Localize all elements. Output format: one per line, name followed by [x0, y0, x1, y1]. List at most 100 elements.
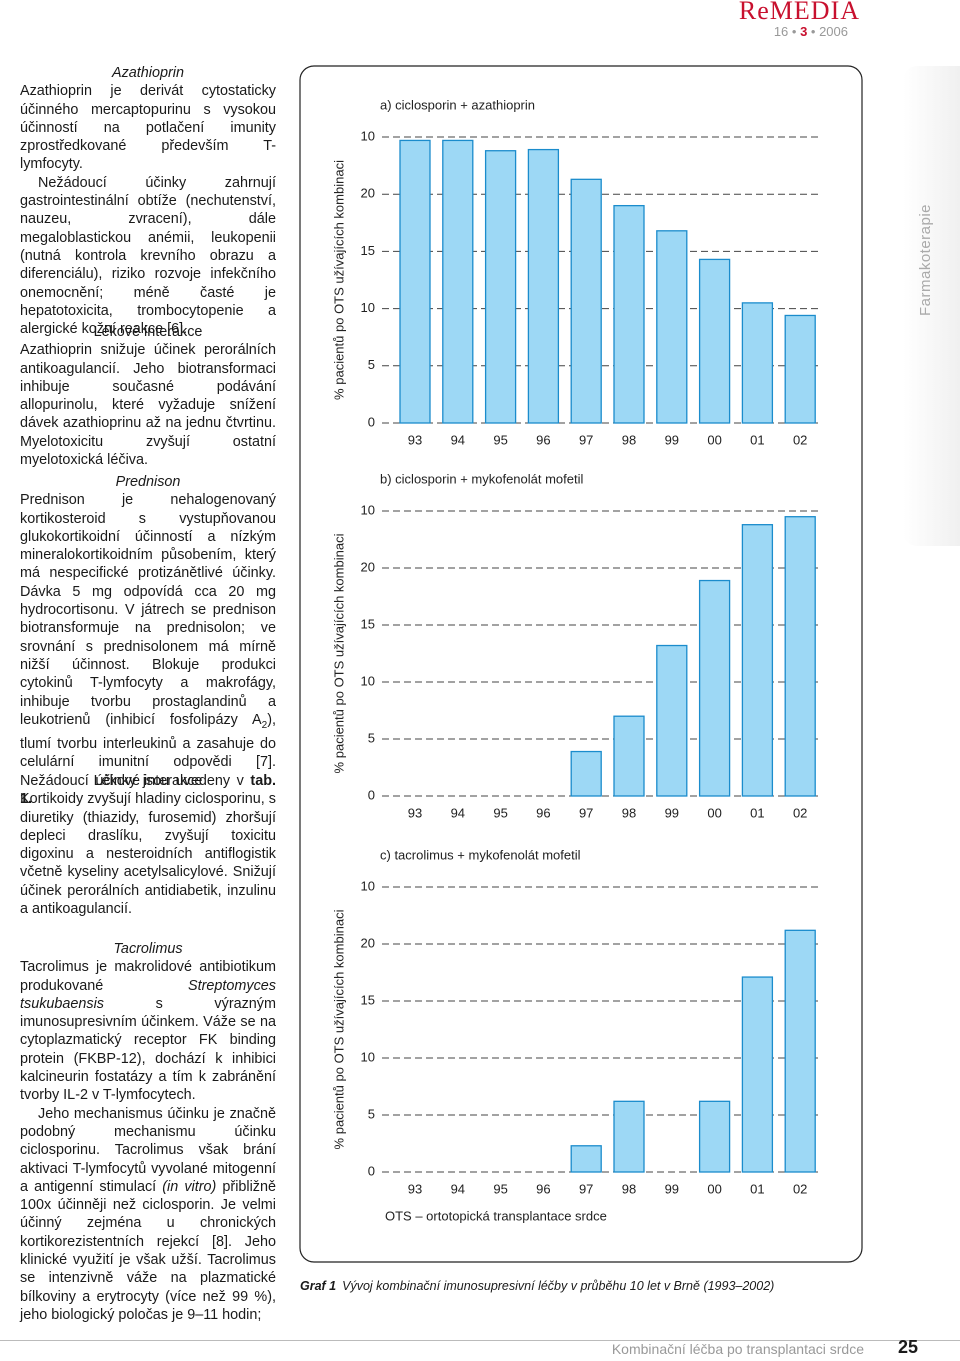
- y-tick-label: 10: [361, 878, 375, 893]
- bar: [784, 314, 816, 424]
- text-run: Azathioprin je derivát cytostaticky účin…: [20, 83, 276, 173]
- text-run: přibližně 100x účinněji než ciclosporin.…: [20, 1178, 276, 1323]
- section-heading: Lékové interakce: [93, 324, 203, 340]
- issue: 16 • 3 • 2006: [774, 24, 848, 39]
- y-tick-label: 20: [361, 186, 375, 201]
- text-run: ), tlumí tvorbu interleukinů a zasahuje …: [20, 711, 276, 789]
- x-tick-label: 01: [750, 432, 764, 447]
- bar: [698, 579, 731, 797]
- x-tick-label: 93: [408, 805, 422, 820]
- text-run: Nežádoucí účinky zahrnují gastrointestin…: [20, 174, 276, 338]
- x-tick-label: 00: [707, 1181, 721, 1196]
- x-tick-label: 99: [665, 432, 679, 447]
- bar: [613, 1100, 645, 1173]
- caption-text: Vývoj kombinační imunosupresivní léčby v…: [342, 1279, 775, 1293]
- section: Azathioprin Azathioprin je derivát cytost…: [20, 64, 276, 338]
- x-tick-label: 93: [408, 432, 422, 447]
- x-tick-label: 98: [622, 1181, 636, 1196]
- x-tick-label: 00: [707, 432, 721, 447]
- paragraph: Nežádoucí účinky zahrnují gastrointestin…: [20, 174, 276, 339]
- x-tick-label: 96: [536, 805, 550, 820]
- y-tick-label: 15: [361, 992, 375, 1007]
- y-tick-label: 10: [361, 673, 375, 688]
- x-tick-label: 93: [408, 1181, 422, 1196]
- bar: [570, 750, 602, 797]
- text-run: Azathioprin snižuje účinek perorálních a…: [20, 342, 276, 469]
- paragraph: Jeho mechanismus účinku je značně podobn…: [20, 1105, 276, 1325]
- y-tick-label: 5: [368, 357, 375, 372]
- bar: [741, 524, 774, 797]
- caption-label: Graf 1: [300, 1279, 337, 1293]
- bar: [784, 516, 816, 797]
- y-tick-label: 5: [368, 730, 375, 745]
- bar: [698, 258, 731, 424]
- x-tick-label: 99: [665, 805, 679, 820]
- paragraph: Azathioprin je derivát cytostaticky účin…: [20, 82, 276, 173]
- x-tick-label: 02: [793, 1181, 807, 1196]
- section: Prednison Prednison je nehalogenovaný kor…: [20, 473, 276, 808]
- footer-rule: [0, 1340, 960, 1341]
- x-tick-label: 94: [451, 805, 465, 820]
- bar: [784, 929, 816, 1173]
- issue-part: • 2006: [807, 24, 848, 39]
- section: Lékové interakce Kortikoidy zvyšují hladi…: [20, 772, 276, 918]
- x-tick-label: 96: [536, 1181, 550, 1196]
- x-tick-label: 96: [536, 432, 550, 447]
- y-tick-label: 15: [361, 616, 375, 631]
- section: Tacrolimus Tacrolimus je makrolidové anti…: [20, 940, 276, 1324]
- chart-title: a) ciclosporin + azathioprin: [380, 97, 535, 112]
- y-axis-label: % pacientů po OTS užívajících kombinaci: [331, 160, 346, 400]
- x-tick-label: 02: [793, 805, 807, 820]
- bar: [698, 1100, 731, 1173]
- x-tick-label: 01: [750, 805, 764, 820]
- x-tick-label: 97: [579, 805, 593, 820]
- x-tick-label: 97: [579, 432, 593, 447]
- section-heading: Prednison: [115, 474, 181, 490]
- section-heading: Azathioprin: [112, 65, 184, 81]
- y-tick-label: 20: [361, 935, 375, 950]
- chart-title: c) tacrolimus + mykofenolát mofetil: [380, 847, 581, 862]
- bar: [741, 976, 774, 1173]
- y-tick-label: 10: [361, 300, 375, 315]
- text-run: s výrazným imunosupresivním účinkem. Váž…: [20, 995, 276, 1104]
- paragraph: Azathioprin snižuje účinek perorálních a…: [20, 341, 276, 469]
- x-tick-label: 95: [493, 805, 507, 820]
- brand: ReMEDIA: [738, 0, 860, 25]
- bar: [399, 139, 431, 424]
- bar: [613, 204, 645, 424]
- bar: [656, 644, 688, 797]
- y-tick-label: 20: [361, 559, 375, 574]
- chart-note: OTS – ortotopická transplantace srdce: [385, 1208, 607, 1223]
- bar: [570, 178, 602, 424]
- y-tick-label: 0: [368, 787, 375, 802]
- y-tick-label: 15: [361, 243, 375, 258]
- bar: [570, 1145, 602, 1173]
- chart-title: b) ciclosporin + mykofenolát mofetil: [380, 471, 584, 486]
- x-tick-label: 00: [707, 805, 721, 820]
- bar: [527, 148, 560, 424]
- text-run: Tacrolimus je makrolidové antibiotikum p…: [20, 959, 276, 994]
- paragraph: Prednison je nehalogenovaný kortikostero…: [20, 491, 276, 808]
- section: Lékové interakce Azathioprin snižuje účin…: [20, 323, 276, 469]
- bar: [613, 715, 645, 797]
- y-axis-label: % pacientů po OTS užívajících kombinaci: [331, 909, 346, 1149]
- page-number: 25: [897, 1337, 918, 1357]
- text-run: tab. 1.: [20, 772, 276, 807]
- text-run: 2: [261, 719, 268, 731]
- y-tick-label: 10: [361, 128, 375, 143]
- x-tick-label: 02: [793, 432, 807, 447]
- caption: Graf 1 Vývoj kombinační imunosupresivní l…: [300, 1279, 774, 1293]
- text-run: Streptomyces tsukubaensis: [20, 977, 276, 1012]
- paragraph: Tacrolimus je makrolidové antibiotikum p…: [20, 958, 276, 1104]
- y-tick-label: 0: [368, 414, 375, 429]
- x-tick-label: 98: [622, 432, 636, 447]
- paragraph: Kortikoidy zvyšují hladiny ciclosporinu,…: [20, 790, 276, 918]
- text-run: (in vitro): [162, 1178, 217, 1195]
- text-run: Kortikoidy zvyšují hladiny ciclosporinu,…: [20, 791, 276, 918]
- text-run: Prednison je nehalogenovaný kortikostero…: [20, 492, 276, 728]
- x-tick-label: 95: [493, 432, 507, 447]
- bar: [741, 302, 774, 424]
- figure-frame: [299, 65, 863, 1263]
